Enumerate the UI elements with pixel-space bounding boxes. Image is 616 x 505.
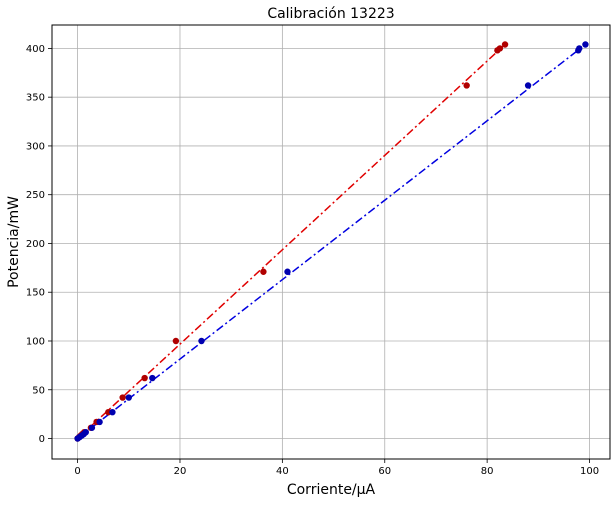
- x-axis-ticks: 0 20 40 60 80 100: [74, 459, 599, 477]
- grid: [52, 25, 610, 459]
- data-point: [284, 268, 291, 275]
- y-tick-label: 0: [39, 434, 45, 445]
- data-point: [496, 45, 504, 52]
- data-point: [82, 428, 89, 436]
- y-tick-label: 150: [26, 288, 45, 299]
- data-point: [198, 337, 205, 345]
- chart-title: Calibración 13223: [267, 6, 394, 22]
- x-tick-label: 20: [174, 466, 187, 477]
- data-point: [149, 374, 156, 382]
- y-tick-label: 300: [26, 141, 45, 152]
- data-point: [125, 394, 132, 401]
- x-tick-label: 100: [580, 466, 599, 477]
- x-tick-label: 0: [74, 466, 80, 477]
- fit-lines: [77, 43, 586, 440]
- data-point: [501, 41, 509, 48]
- fit-line: [77, 43, 506, 440]
- y-axis-ticks: 0 50 100 150 200 250 300 350 400: [26, 44, 52, 445]
- data-point: [141, 374, 148, 382]
- y-tick-label: 50: [32, 385, 45, 396]
- data-points: [74, 41, 589, 442]
- data-point: [96, 418, 103, 426]
- data-point: [109, 408, 116, 416]
- plot-frame: [51, 24, 611, 460]
- data-point: [582, 41, 589, 48]
- data-point: [576, 45, 583, 52]
- x-tick-label: 80: [481, 466, 494, 477]
- x-axis-label: Corriente/μA: [287, 482, 376, 498]
- x-tick-label: 40: [276, 466, 289, 477]
- y-tick-label: 200: [26, 239, 45, 250]
- y-tick-label: 250: [26, 190, 45, 201]
- y-tick-label: 100: [26, 336, 45, 347]
- data-point: [463, 82, 470, 89]
- y-tick-label: 400: [26, 44, 45, 55]
- fit-line: [77, 43, 586, 440]
- y-axis-label: Potencia/mW: [6, 196, 22, 288]
- y-tick-label: 350: [26, 93, 45, 104]
- data-point: [260, 268, 267, 275]
- x-tick-label: 60: [378, 466, 391, 477]
- data-point: [119, 394, 126, 401]
- data-point: [524, 82, 532, 89]
- data-point: [88, 424, 96, 431]
- data-point: [172, 337, 180, 345]
